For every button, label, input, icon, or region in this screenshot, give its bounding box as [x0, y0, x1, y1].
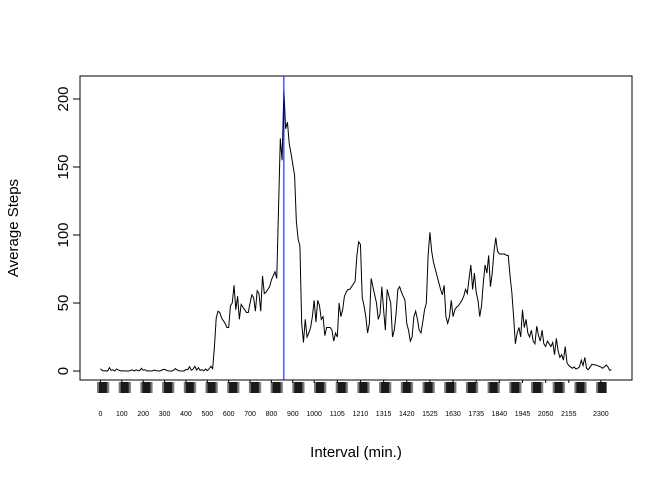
y-tick-label: 50	[55, 295, 72, 312]
x-tick-label: 1315	[376, 411, 392, 418]
x-tick-label: 800	[266, 411, 278, 418]
x-tick-blocks	[97, 382, 607, 393]
x-tick-label: 700	[244, 411, 256, 418]
y-tick-label: 0	[55, 367, 72, 375]
x-tick-label: 900	[287, 411, 299, 418]
x-axis-label: Interval (min.)	[310, 444, 402, 461]
x-tick-label: 600	[223, 411, 235, 418]
x-tick-label: 1945	[515, 411, 531, 418]
x-tick-label: 1735	[468, 411, 484, 418]
x-tick-label: 1105	[330, 411, 345, 418]
x-tick-label: 200	[137, 411, 149, 418]
x-tick-label: 300	[159, 411, 171, 418]
y-tick-label: 150	[55, 154, 72, 179]
x-tick-label: 1840	[492, 411, 508, 418]
x-tick-label: 2155	[561, 411, 577, 418]
x-tick-label: 1420	[399, 411, 415, 418]
x-tick-label: 1630	[445, 411, 461, 418]
x-tick-label: 100	[116, 411, 128, 418]
plot-frame	[79, 75, 633, 381]
x-tick-label: 1000	[306, 411, 322, 418]
x-tick-label: 1525	[422, 411, 438, 418]
x-tick-label: 2300	[593, 411, 609, 418]
x-tick-label: 400	[180, 411, 192, 418]
x-tick-label: 2050	[538, 411, 554, 418]
data-line	[100, 90, 612, 372]
x-tick-label: 0	[99, 411, 103, 418]
y-axis-label: Average Steps	[5, 179, 22, 277]
y-tick-label: 200	[55, 86, 72, 111]
y-tick-label: 100	[55, 222, 72, 247]
x-tick-label: 1210	[353, 411, 369, 418]
x-tick-label: 500	[201, 411, 213, 418]
